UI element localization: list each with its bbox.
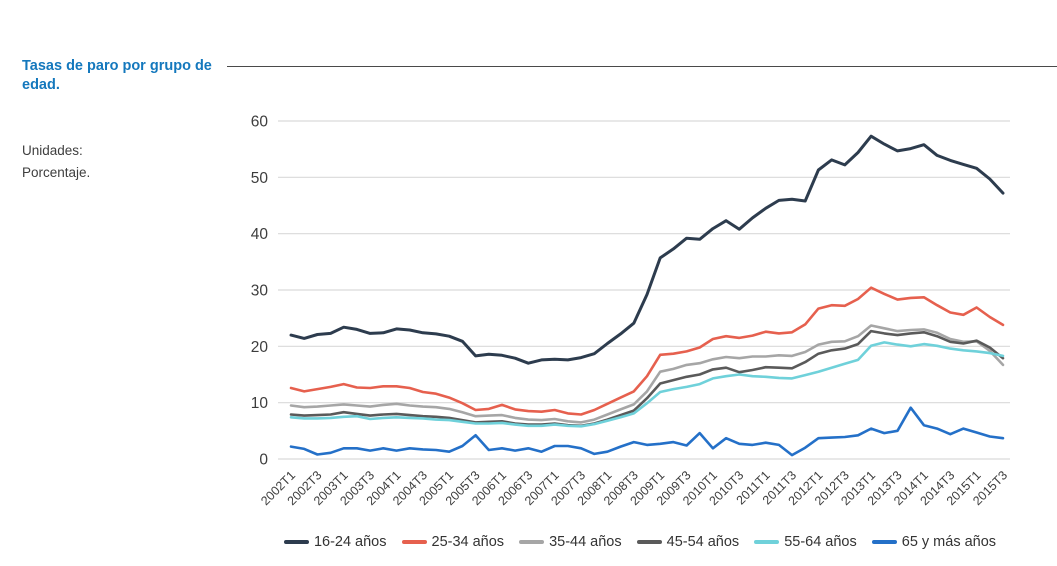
- legend-label: 16-24 años: [313, 534, 387, 550]
- legend-item-1: 25-34 años: [401, 534, 505, 550]
- y-tick-label-10: 10: [251, 395, 269, 412]
- y-tick-label-40: 40: [251, 226, 269, 243]
- legend-item-4: 55-64 años: [754, 534, 857, 550]
- legend-item-2: 35-44 años: [519, 534, 622, 550]
- legend-item-0: 16-24 años: [283, 534, 387, 550]
- y-tick-label-0: 0: [259, 452, 268, 469]
- y-tick-label-30: 30: [251, 283, 269, 300]
- legend-swatch-icon: [636, 540, 662, 544]
- units-block: Unidades: Porcentaje.: [22, 140, 212, 185]
- y-tick-label-20: 20: [251, 339, 269, 356]
- legend-item-3: 45-54 años: [636, 534, 740, 550]
- series-line-65 y más años: [289, 406, 1005, 457]
- units-value: Porcentaje.: [22, 165, 91, 181]
- legend-label: 55-64 años: [784, 534, 857, 550]
- y-tick-label-50: 50: [251, 170, 269, 187]
- chart-legend: 16-24 años 25-34 años 35-44 años 45-54 años…: [230, 534, 1050, 550]
- series-line-45-54 años: [289, 329, 1005, 428]
- series-line-25-34 años: [289, 286, 1005, 416]
- legend-swatch-icon: [871, 540, 897, 544]
- legend-swatch-icon: [519, 540, 545, 544]
- legend-label: 45-54 años: [666, 534, 740, 550]
- series-line-55-64 años: [289, 341, 1005, 428]
- legend-swatch-icon: [401, 540, 427, 544]
- y-tick-label-60: 60: [251, 114, 269, 131]
- legend-item-5: 65 y más años: [871, 534, 997, 550]
- series-line-35-44 años: [289, 324, 1005, 424]
- legend-swatch-icon: [283, 540, 309, 544]
- legend-label: 35-44 años: [549, 534, 622, 550]
- legend-label: 25-34 años: [431, 534, 505, 550]
- series-line-16-24 años: [289, 134, 1005, 365]
- legend-label: 65 y más años: [901, 534, 997, 550]
- header-divider: [227, 66, 1057, 67]
- page-title: Tasas de paro por grupo de edad.: [22, 58, 212, 93]
- legend-swatch-icon: [754, 540, 780, 544]
- units-label: Unidades:: [22, 143, 83, 158]
